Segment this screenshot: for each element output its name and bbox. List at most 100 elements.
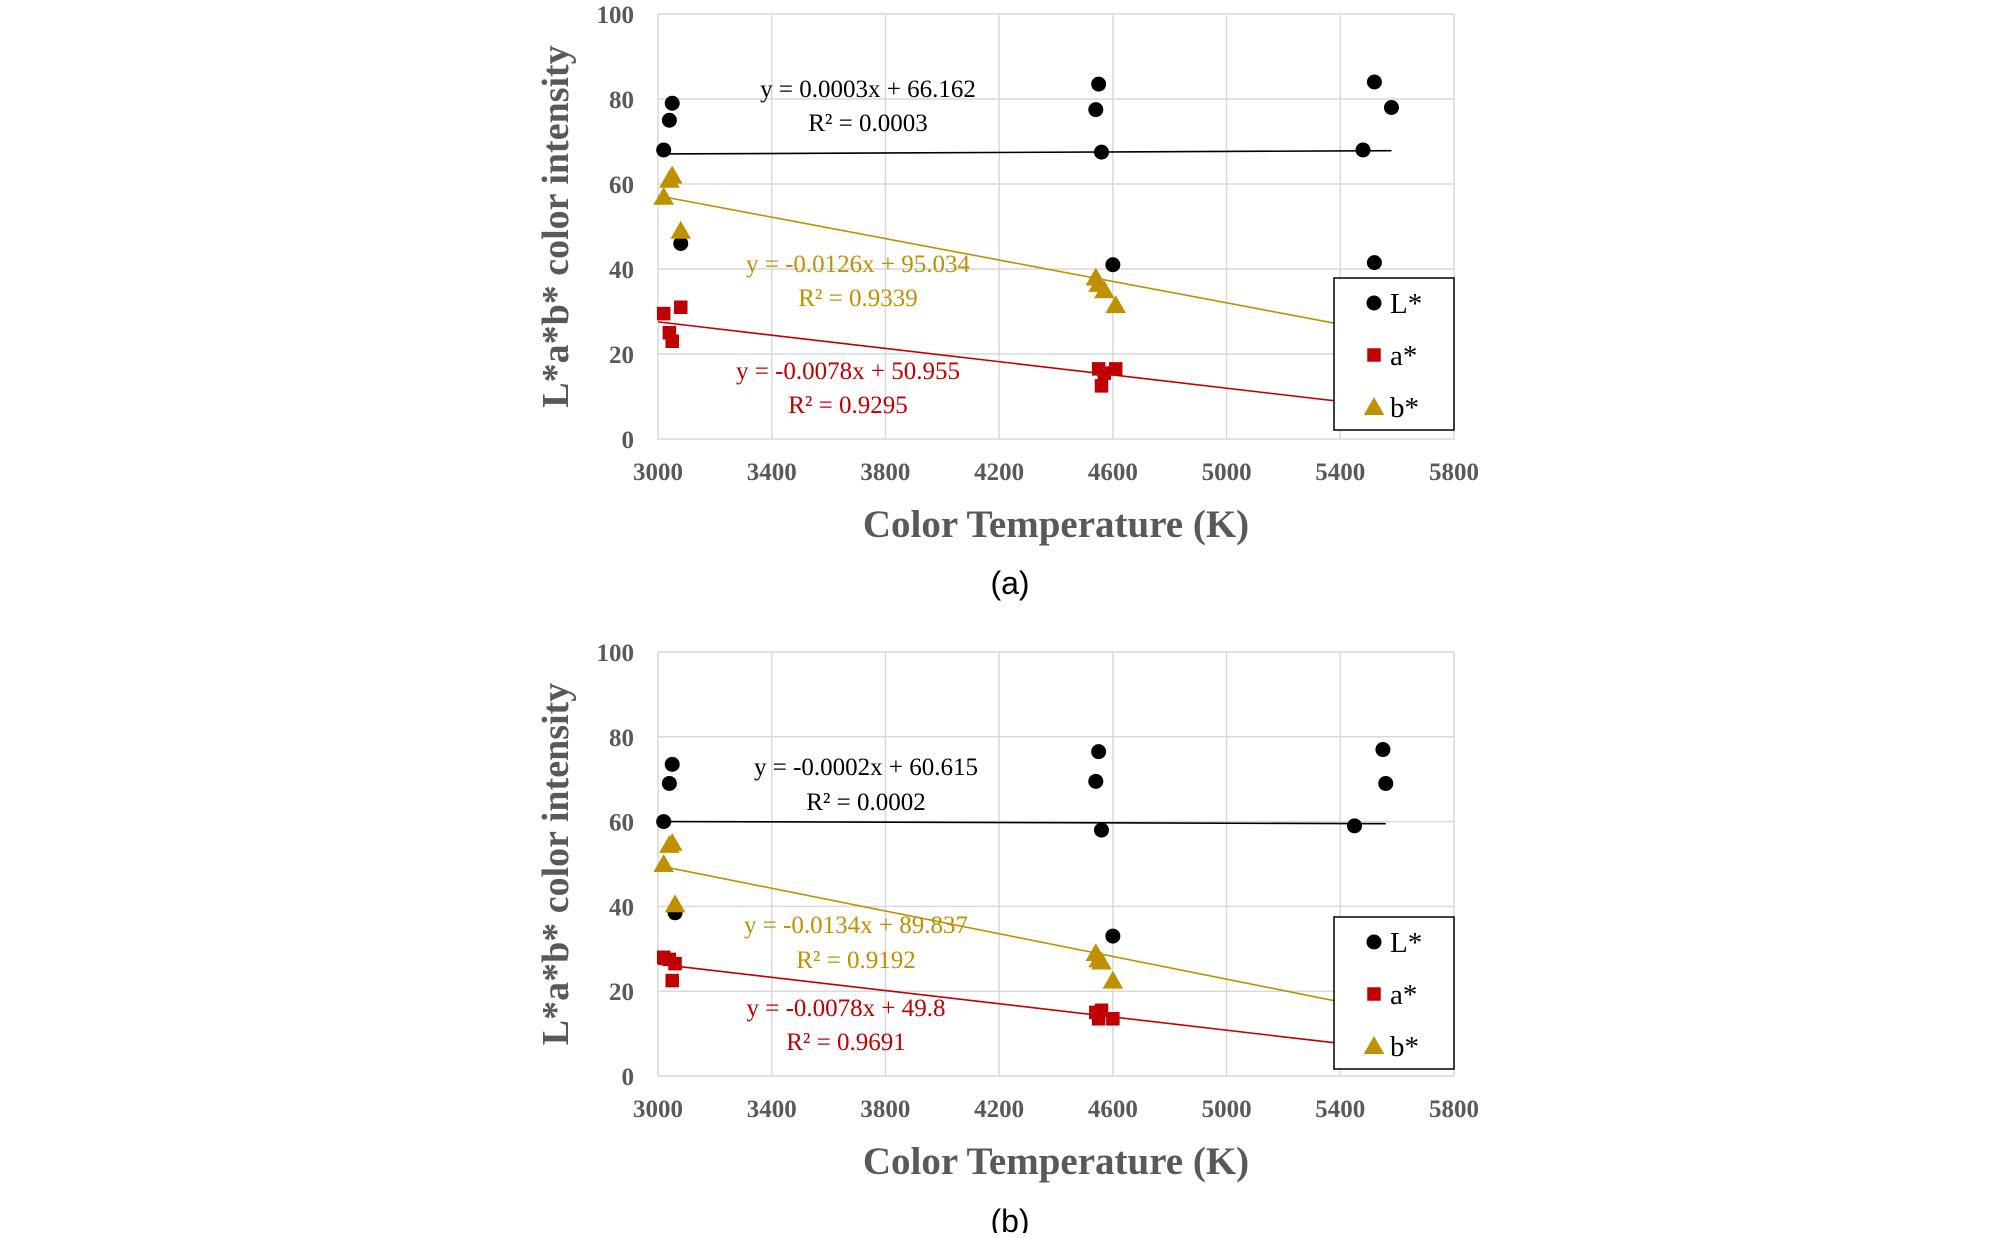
x-tick-label: 5800 — [1429, 459, 1479, 486]
panel-caption: (b) — [990, 1203, 1029, 1233]
x-tick-label: 3000 — [633, 1096, 683, 1123]
y-tick-label: 100 — [597, 640, 635, 667]
x-tick-label: 5800 — [1429, 1096, 1479, 1123]
trendline-L — [657, 820, 1386, 825]
legend: L* a* b* — [1333, 277, 1455, 431]
legend: L* a* b* — [1333, 916, 1455, 1070]
data-point-a — [656, 306, 671, 321]
data-point-a — [1106, 1012, 1120, 1026]
data-point-L — [656, 814, 672, 830]
data-point-b — [1094, 280, 1115, 299]
data-point-a — [665, 334, 679, 348]
trendline-a — [657, 963, 1347, 1045]
data-point-b — [653, 854, 674, 872]
data-point-L — [1093, 822, 1109, 838]
x-tick-label: 4600 — [1088, 1096, 1138, 1123]
data-point-a — [1094, 1003, 1109, 1018]
data-point-L — [1093, 144, 1109, 160]
data-point-L — [1105, 257, 1121, 273]
data-point-L — [664, 95, 680, 111]
trendline-r2-b: R² = 0.9339 — [798, 285, 918, 312]
legend-marker-a — [1367, 348, 1381, 362]
legend-box — [1333, 277, 1455, 431]
legend-label-b: b* — [1390, 392, 1419, 424]
data-point-L — [661, 775, 677, 791]
data-point-b — [664, 894, 686, 913]
data-point-b — [1102, 970, 1124, 989]
trendline-b — [657, 194, 1375, 332]
series-a: y = -0.0078x + 50.955 R² = 0.9295 — [656, 300, 1382, 419]
x-tick-label: 4200 — [974, 1096, 1024, 1123]
data-point-a — [1108, 362, 1123, 376]
x-tick-label: 5400 — [1315, 459, 1365, 486]
legend-label-a: a* — [1390, 340, 1417, 372]
legend-marker-b — [1363, 1036, 1385, 1054]
x-tick-label: 5400 — [1315, 1096, 1365, 1123]
data-point-a — [673, 300, 688, 314]
series-b: y = -0.0134x + 89.837 R² = 0.9192 — [653, 832, 1347, 1004]
x-tick-label: 5000 — [1202, 459, 1252, 486]
data-point-L — [1355, 142, 1371, 158]
data-point-b — [670, 220, 692, 239]
x-tick-label: 3400 — [747, 1096, 797, 1123]
data-point-L — [664, 756, 680, 772]
x-tick-label: 4200 — [974, 459, 1024, 486]
data-point-L — [1088, 102, 1104, 118]
y-tick-label: 0 — [622, 427, 635, 454]
series-L: y = 0.0003x + 66.162 R² = 0.0003 — [656, 74, 1399, 273]
data-point-L — [1088, 773, 1104, 789]
x-tick-label: 3400 — [747, 459, 797, 486]
legend-marker-a — [1367, 987, 1381, 1001]
legend-marker-L — [1366, 934, 1382, 950]
y-tick-label: 80 — [609, 87, 634, 114]
data-point-L — [1383, 100, 1399, 115]
y-tick-label: 60 — [609, 810, 634, 837]
data-point-L — [1375, 742, 1391, 758]
y-tick-label: 40 — [609, 894, 634, 921]
trendline-r2-b: R² = 0.9192 — [796, 947, 916, 974]
y-tick-label: 100 — [597, 2, 635, 29]
series-a: y = -0.0078x + 49.8 R² = 0.9691 — [656, 950, 1347, 1056]
trendline-b — [657, 864, 1347, 1004]
y-tick-label: 0 — [622, 1064, 635, 1091]
data-point-b — [661, 165, 683, 184]
data-point-b — [1105, 295, 1127, 314]
data-point-L — [673, 236, 689, 251]
trendline-r2-L: R² = 0.0003 — [808, 110, 928, 137]
x-tick-label: 5000 — [1202, 1096, 1252, 1123]
x-tick-label: 4600 — [1088, 459, 1138, 486]
x-tick-label: 3800 — [860, 459, 910, 486]
data-point-a — [668, 956, 682, 971]
y-axis-title: L*a*b* color intensity — [535, 683, 577, 1045]
data-point-b — [1091, 951, 1112, 970]
trendline-equation-b: y = -0.0134x + 89.837 — [744, 912, 968, 939]
x-axis-title: Color Temperature (K) — [863, 1140, 1249, 1183]
y-tick-label: 80 — [609, 725, 634, 752]
data-point-L — [1347, 818, 1362, 834]
data-point-b — [661, 832, 683, 851]
data-point-L — [1091, 76, 1107, 92]
trendline-r2-a: R² = 0.9295 — [788, 392, 908, 419]
data-point-a — [1094, 379, 1109, 393]
data-point-a — [1097, 366, 1112, 380]
chart-panel-a: 3000 3400 3800 4200 4600 5000 5400 5800 0 20 40 60 8… — [535, 2, 1479, 601]
data-point-a — [665, 973, 679, 988]
legend-label-b: b* — [1390, 1031, 1419, 1063]
trendline-equation-b: y = -0.0126x + 95.034 — [746, 251, 971, 278]
trendline-equation-L: y = 0.0003x + 66.162 — [760, 76, 976, 103]
data-point-b — [653, 186, 674, 205]
y-axis-title: L*a*b* color intensity — [535, 45, 577, 407]
legend-marker-b — [1363, 397, 1385, 415]
trendline-r2-a: R² = 0.9691 — [786, 1029, 906, 1056]
data-point-L — [1366, 255, 1382, 271]
x-tick-label: 3800 — [860, 1096, 910, 1123]
panel-caption: (a) — [990, 565, 1029, 601]
data-point-L — [661, 112, 677, 128]
trendline-r2-L: R² = 0.0002 — [806, 789, 926, 816]
y-tick-label: 40 — [609, 257, 634, 284]
chart-panel-b: 3000 3400 3800 4200 4600 5000 5400 5800 0 20 40 60 8… — [535, 640, 1479, 1238]
series-L: y = -0.0002x + 60.615 R² = 0.0002 — [656, 742, 1394, 944]
trendline-a — [657, 321, 1375, 407]
